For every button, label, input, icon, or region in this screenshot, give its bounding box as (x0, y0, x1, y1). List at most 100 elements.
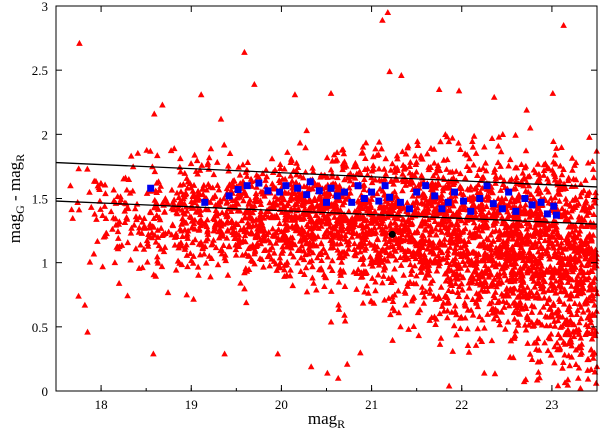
red-triangle-point (367, 297, 375, 304)
red-triangle-point (419, 236, 427, 243)
red-triangle-point (526, 213, 533, 220)
red-triangle-point (81, 301, 89, 308)
y-axis-label-subscript-1: G (13, 205, 27, 214)
red-triangle-point (476, 313, 483, 320)
red-triangle-point (110, 186, 118, 193)
red-triangle-point (409, 192, 417, 199)
red-triangle-point (545, 252, 553, 259)
red-triangle-point (455, 293, 463, 300)
red-triangle-point (294, 259, 301, 266)
red-triangle-point (387, 243, 394, 250)
red-triangle-point (473, 264, 481, 271)
red-triangle-point (172, 230, 180, 237)
red-triangle-point (588, 222, 596, 229)
red-triangle-point (536, 308, 544, 315)
red-triangle-point (475, 295, 483, 302)
red-triangle-point (362, 139, 370, 146)
red-triangle-point (565, 174, 572, 181)
red-triangle-point (109, 225, 116, 232)
red-triangle-point (302, 234, 310, 241)
red-triangle-point (481, 262, 489, 268)
red-triangle-point (556, 265, 563, 272)
red-triangle-point (512, 185, 519, 191)
red-triangle-point (585, 356, 592, 362)
red-triangle-point (584, 375, 592, 382)
blue-square-point (460, 197, 468, 205)
red-triangle-point (183, 251, 191, 258)
red-triangle-point (359, 260, 367, 267)
red-triangle-point (331, 213, 338, 220)
red-triangle-point (410, 293, 418, 300)
red-triangle-point (435, 174, 442, 181)
red-triangle-point (274, 195, 282, 202)
red-triangle-point (582, 330, 589, 337)
red-triangle-point (374, 235, 381, 242)
red-triangle-point (509, 245, 516, 252)
red-triangle-point (256, 255, 264, 262)
red-triangle-point (489, 278, 496, 285)
red-triangle-point (398, 246, 406, 253)
red-triangle-point (564, 376, 572, 383)
red-triangle-point (474, 303, 482, 310)
red-triangle-point (345, 237, 353, 244)
red-triangle-point (581, 298, 589, 305)
red-triangle-point (309, 274, 316, 281)
red-triangle-point (190, 198, 198, 205)
blue-square-point (360, 195, 368, 202)
red-triangle-point (482, 167, 490, 174)
blue-square-point (354, 182, 362, 190)
red-triangle-point (572, 346, 580, 353)
red-triangle-point (528, 208, 535, 215)
red-triangle-point (582, 321, 590, 328)
red-triangle-point (281, 165, 288, 172)
red-triangle-point (200, 181, 208, 188)
red-triangle-point (562, 195, 570, 202)
red-triangle-point (415, 332, 423, 339)
red-triangle-point (202, 221, 210, 228)
red-triangle-point (575, 257, 582, 263)
red-triangle-point (453, 331, 460, 338)
red-triangle-point (435, 262, 443, 269)
blue-square-point (483, 182, 491, 190)
red-triangle-point (269, 225, 276, 232)
red-triangle-point (224, 162, 232, 169)
x-tick-label: 22 (455, 397, 468, 412)
red-triangle-point (252, 216, 260, 223)
red-triangle-point (426, 316, 433, 323)
red-triangle-point (436, 310, 444, 317)
red-triangle-point (430, 159, 438, 166)
red-triangle-point (507, 198, 514, 205)
red-triangle-point (111, 259, 119, 266)
red-triangle-point (524, 283, 531, 290)
blue-square-point (243, 182, 251, 190)
red-triangle-point (194, 170, 201, 177)
red-triangle-point (439, 184, 447, 191)
red-triangle-point (563, 291, 571, 298)
red-triangle-point (472, 341, 480, 348)
red-triangle-point (585, 274, 593, 281)
red-triangle-point (420, 232, 427, 239)
red-triangle-point (470, 275, 478, 282)
red-triangle-point (253, 183, 260, 190)
blue-square-point (264, 187, 272, 195)
red-triangle-point (167, 147, 175, 154)
red-triangle-point (236, 171, 244, 178)
red-triangle-point (389, 304, 397, 311)
red-triangle-point (528, 274, 536, 281)
red-triangle-point (475, 226, 482, 233)
red-triangle-point (75, 165, 82, 172)
red-triangle-point (584, 159, 592, 166)
red-triangle-point (288, 244, 295, 251)
blue-square-point (413, 188, 421, 196)
red-triangle-point (360, 254, 367, 261)
red-triangle-point (133, 200, 141, 207)
red-triangle-point (281, 266, 288, 273)
red-triangle-point (580, 272, 587, 279)
red-triangle-point (389, 252, 397, 259)
red-triangle-point (161, 243, 169, 250)
red-triangle-point (293, 221, 300, 227)
red-triangle-point (380, 165, 388, 172)
red-triangle-point (387, 279, 395, 285)
red-triangle-point (436, 340, 444, 347)
red-triangle-point (205, 165, 213, 172)
